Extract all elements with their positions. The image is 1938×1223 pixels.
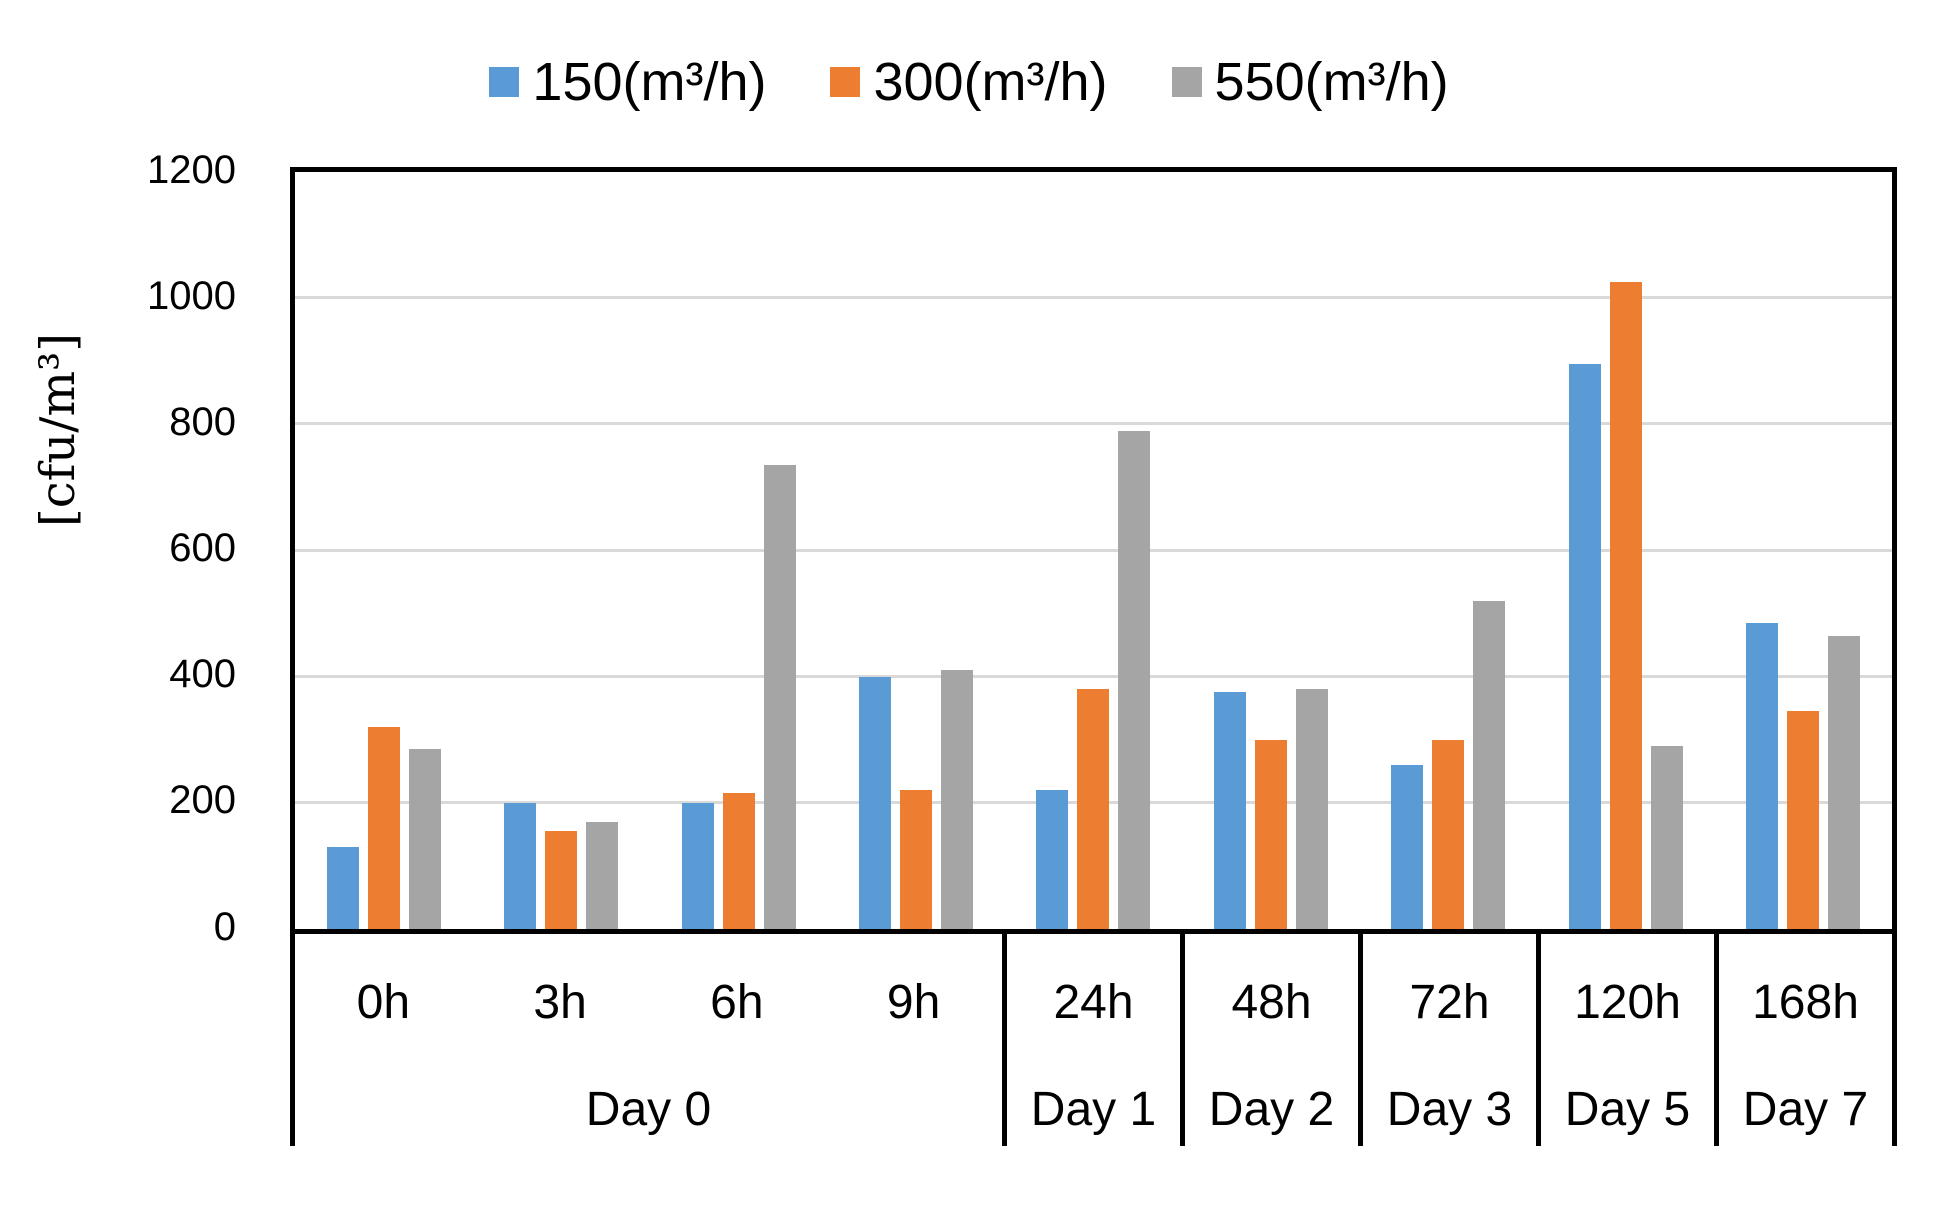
y-tick-label: 400 — [169, 652, 236, 697]
day-label: Day 7 — [1742, 1083, 1869, 1136]
hour-label: 6h — [710, 976, 764, 1029]
gridline-400 — [295, 674, 1892, 678]
gridline-600 — [295, 548, 1892, 552]
y-tick-label: 0 — [213, 904, 236, 949]
bar-550-48h — [1295, 689, 1328, 929]
bar-150-6h — [681, 802, 714, 929]
hour-labels-row: 72h — [1363, 974, 1536, 1032]
bar-150-48h — [1213, 692, 1246, 929]
bar-group-9h — [827, 172, 1004, 929]
bar-550-9h — [941, 670, 974, 929]
legend-swatch-icon — [830, 67, 861, 97]
bar-group-120h — [1537, 172, 1714, 929]
bar-150-3h — [504, 802, 537, 929]
category-group-day-3: 72h Day 3 — [1363, 934, 1541, 1146]
bar-groups — [295, 172, 1892, 929]
plot-area — [290, 167, 1897, 934]
hour-label: 120h — [1574, 976, 1681, 1029]
y-tick-label: 800 — [169, 399, 236, 444]
y-tick-label: 600 — [169, 526, 236, 570]
bar-group-72h — [1360, 172, 1537, 929]
legend-item-2: 300(m³/h) — [830, 52, 1108, 112]
y-tick-label: 200 — [169, 778, 236, 823]
bar-300-48h — [1254, 739, 1287, 929]
bar-group-0h — [295, 172, 472, 929]
bar-300-120h — [1609, 282, 1642, 929]
bar-150-72h — [1391, 765, 1424, 929]
bar-150-168h — [1746, 623, 1779, 929]
hour-labels-row: 168h — [1719, 974, 1892, 1032]
bar-550-0h — [408, 749, 441, 929]
hour-label: 72h — [1409, 976, 1490, 1029]
category-group-day-1: 24h Day 1 — [1007, 934, 1185, 1146]
day-label: Day 3 — [1386, 1083, 1513, 1136]
bar-group-6h — [650, 172, 827, 929]
category-group-day-7: 168h Day 7 — [1719, 934, 1897, 1146]
hour-label: 24h — [1053, 976, 1134, 1029]
legend-swatch-icon — [489, 67, 520, 97]
bar-150-9h — [859, 676, 892, 929]
hour-label: 48h — [1231, 976, 1312, 1029]
day-label: Day 2 — [1208, 1083, 1335, 1136]
bar-300-3h — [545, 831, 578, 929]
bar-300-6h — [722, 793, 755, 929]
gridline-800 — [295, 422, 1892, 426]
hour-labels-row: 120h — [1541, 974, 1714, 1032]
hour-labels-row: 48h — [1185, 974, 1358, 1032]
bar-group-3h — [472, 172, 649, 929]
bar-group-24h — [1005, 172, 1182, 929]
legend-label: 550(m³/h) — [1214, 52, 1449, 112]
day-label: Day 1 — [1030, 1083, 1157, 1136]
hour-labels-row: 0h 3h 6h 9h — [295, 974, 1002, 1032]
category-group-day-2: 48h Day 2 — [1185, 934, 1363, 1146]
bar-550-6h — [763, 465, 796, 929]
bar-550-72h — [1473, 601, 1506, 929]
legend-item-3: 550(m³/h) — [1171, 52, 1449, 112]
bar-150-120h — [1568, 364, 1601, 929]
hour-label: 9h — [886, 976, 941, 1029]
bar-300-24h — [1077, 689, 1110, 929]
x-axis-category-table: 0h 3h 6h 9h Day 0 24h Day 1 48h Day 2 72h Day 3 120… — [290, 934, 1897, 1146]
bar-group-168h — [1715, 172, 1892, 929]
bar-550-24h — [1118, 430, 1151, 929]
hour-label: 0h — [356, 976, 411, 1029]
hour-label: 3h — [533, 976, 587, 1029]
bar-300-9h — [900, 790, 933, 929]
bar-group-48h — [1182, 172, 1359, 929]
legend-swatch-icon — [1171, 67, 1202, 97]
day-label: Day 5 — [1564, 1083, 1691, 1136]
bar-300-72h — [1432, 739, 1465, 929]
bar-300-0h — [367, 727, 400, 929]
legend: 150(m³/h) 300(m³/h) 550(m³/h) — [0, 48, 1938, 116]
hour-label: 168h — [1752, 976, 1859, 1029]
day-label: Day 0 — [585, 1083, 712, 1136]
legend-label: 150(m³/h) — [532, 52, 767, 112]
category-group-day-0: 0h 3h 6h 9h Day 0 — [295, 934, 1007, 1146]
legend-label: 300(m³/h) — [873, 52, 1108, 112]
bar-550-168h — [1828, 635, 1861, 929]
gridline-1000 — [295, 296, 1892, 300]
bar-150-0h — [326, 847, 359, 929]
y-tick-label: 1200 — [147, 147, 236, 192]
hour-labels-row: 24h — [1007, 974, 1180, 1032]
y-tick-label: 1000 — [147, 273, 236, 318]
bar-550-120h — [1650, 746, 1683, 929]
bar-150-24h — [1036, 790, 1069, 929]
bar-550-3h — [586, 821, 619, 929]
bar-300-168h — [1787, 711, 1820, 929]
category-group-day-5: 120h Day 5 — [1541, 934, 1719, 1146]
legend-item-1: 150(m³/h) — [489, 55, 766, 109]
